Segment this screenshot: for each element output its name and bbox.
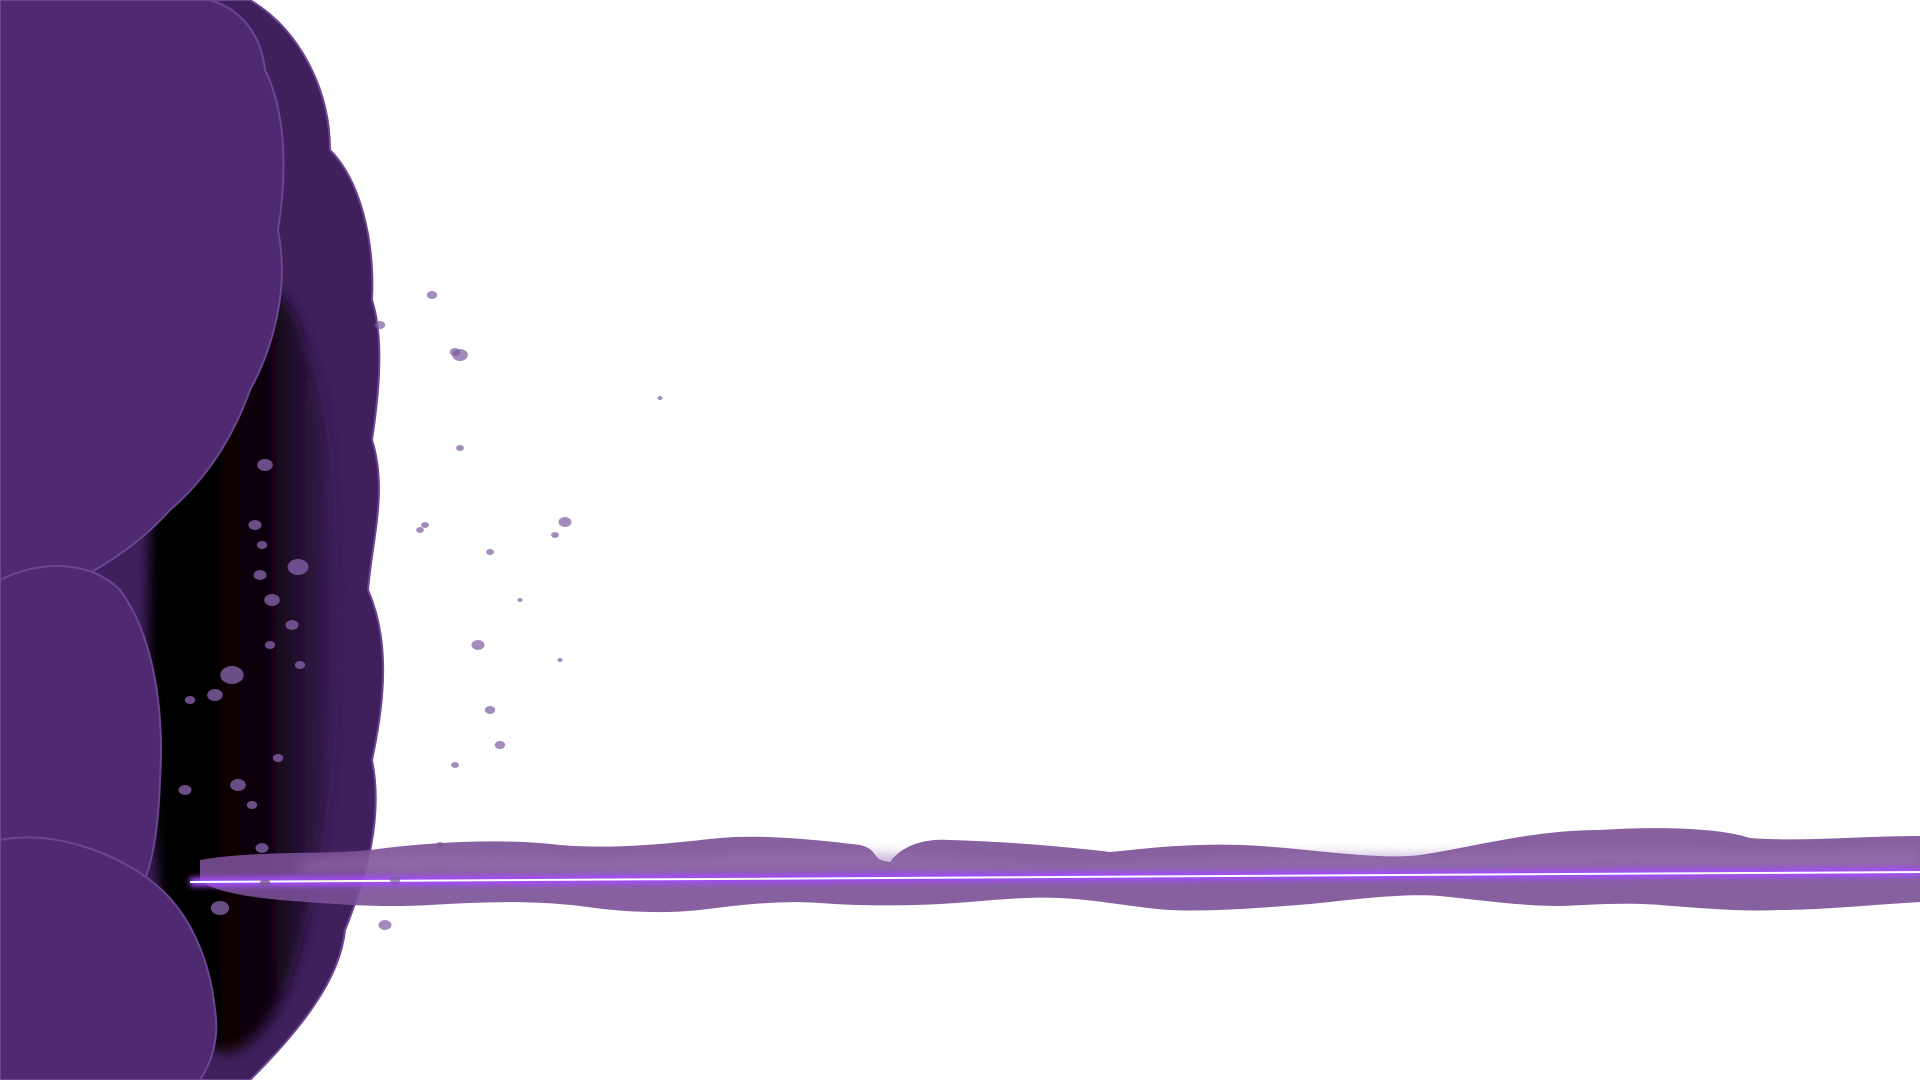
particle: [451, 762, 459, 768]
particle: [450, 348, 460, 356]
particle: [247, 801, 257, 809]
particle: [551, 532, 559, 538]
particle: [657, 396, 662, 400]
particle: [207, 689, 223, 701]
particle: [375, 321, 385, 329]
particle: [179, 785, 192, 795]
particle: [260, 879, 270, 887]
particle: [295, 661, 305, 669]
particle: [256, 843, 269, 853]
particle: [390, 876, 400, 884]
particle: [421, 522, 429, 528]
particle: [557, 658, 562, 662]
particle: [486, 549, 494, 555]
particle: [472, 640, 485, 650]
particle: [249, 520, 262, 530]
particle: [286, 620, 299, 630]
particle: [495, 741, 505, 749]
particle: [427, 291, 437, 299]
particle: [273, 754, 283, 762]
particle: [416, 527, 424, 533]
particle: [254, 570, 267, 580]
particle: [185, 696, 195, 704]
particle: [517, 598, 522, 602]
particle: [220, 666, 243, 684]
particle: [257, 459, 273, 471]
particle: [264, 594, 280, 606]
particle: [456, 445, 464, 451]
particle: [559, 517, 572, 527]
particle: [211, 901, 229, 915]
particle: [257, 541, 267, 549]
particle: [379, 920, 392, 930]
particle: [265, 641, 275, 649]
particle: [485, 706, 495, 714]
particle: [288, 559, 309, 575]
particle: [230, 779, 246, 791]
particle: [436, 842, 444, 848]
